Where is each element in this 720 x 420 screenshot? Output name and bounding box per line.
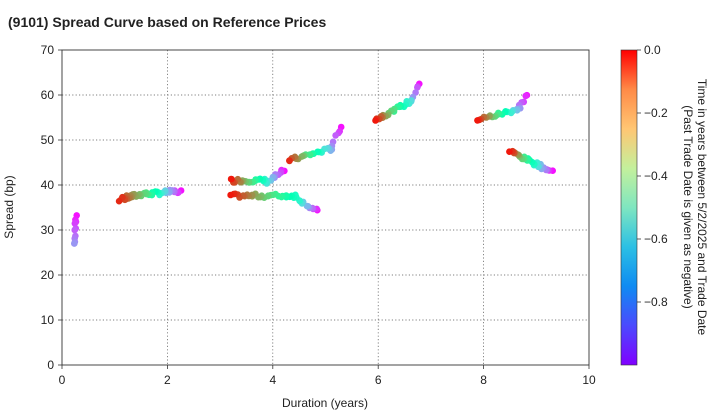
data-point [506,148,513,155]
plot-frame [61,49,590,366]
x-tick-label: 4 [269,373,276,387]
colorbar-tick-label: −0.8 [644,295,668,309]
data-point [332,132,339,139]
y-tick-label: 50 [41,133,55,147]
colorbar-label-line2: (Past Trade Date is given as negative) [681,105,695,308]
data-point [71,220,79,227]
axis-ticks: 0 2 4 6 8 10 0 10 20 30 40 50 60 70 [41,43,596,387]
data-point [372,117,379,124]
colorbar-label-line1: Time in years between 5/2/2025 and Trade… [695,79,709,336]
colorbar-tick-label: −0.6 [644,232,668,246]
colorbar-ticks: 0.0 −0.2 −0.4 −0.6 −0.8 [637,43,668,309]
chart-title: (9101) Spread Curve based on Reference P… [8,14,326,30]
data-point [115,197,123,205]
colorbar [620,49,638,366]
data-point [227,175,235,183]
grid-lines [62,50,589,365]
data-point [286,157,293,164]
colorbar-tick-label: 0.0 [644,43,661,57]
data-point [522,92,529,100]
y-axis-label: Spread (bp) [2,175,16,238]
y-tick-label: 20 [41,268,55,282]
y-tick-label: 60 [41,88,55,102]
data-point [71,240,78,247]
data-point [303,202,311,210]
data-point [474,117,481,124]
y-tick-label: 0 [47,358,54,372]
x-tick-label: 6 [375,373,382,387]
x-tick-label: 0 [59,373,66,387]
data-point [414,84,421,91]
x-tick-label: 10 [582,373,596,387]
scatter-points [71,80,556,247]
x-tick-label: 8 [480,373,487,387]
colorbar-tick-label: −0.2 [644,106,668,120]
data-point [227,191,234,199]
data-point [71,226,78,234]
x-axis-label: Duration (years) [282,396,368,410]
y-tick-label: 70 [41,43,55,57]
colorbar-tick-label: −0.4 [644,169,668,183]
y-tick-label: 40 [41,178,55,192]
y-tick-label: 10 [41,313,55,327]
y-tick-label: 30 [41,223,55,237]
x-tick-label: 2 [164,373,171,387]
